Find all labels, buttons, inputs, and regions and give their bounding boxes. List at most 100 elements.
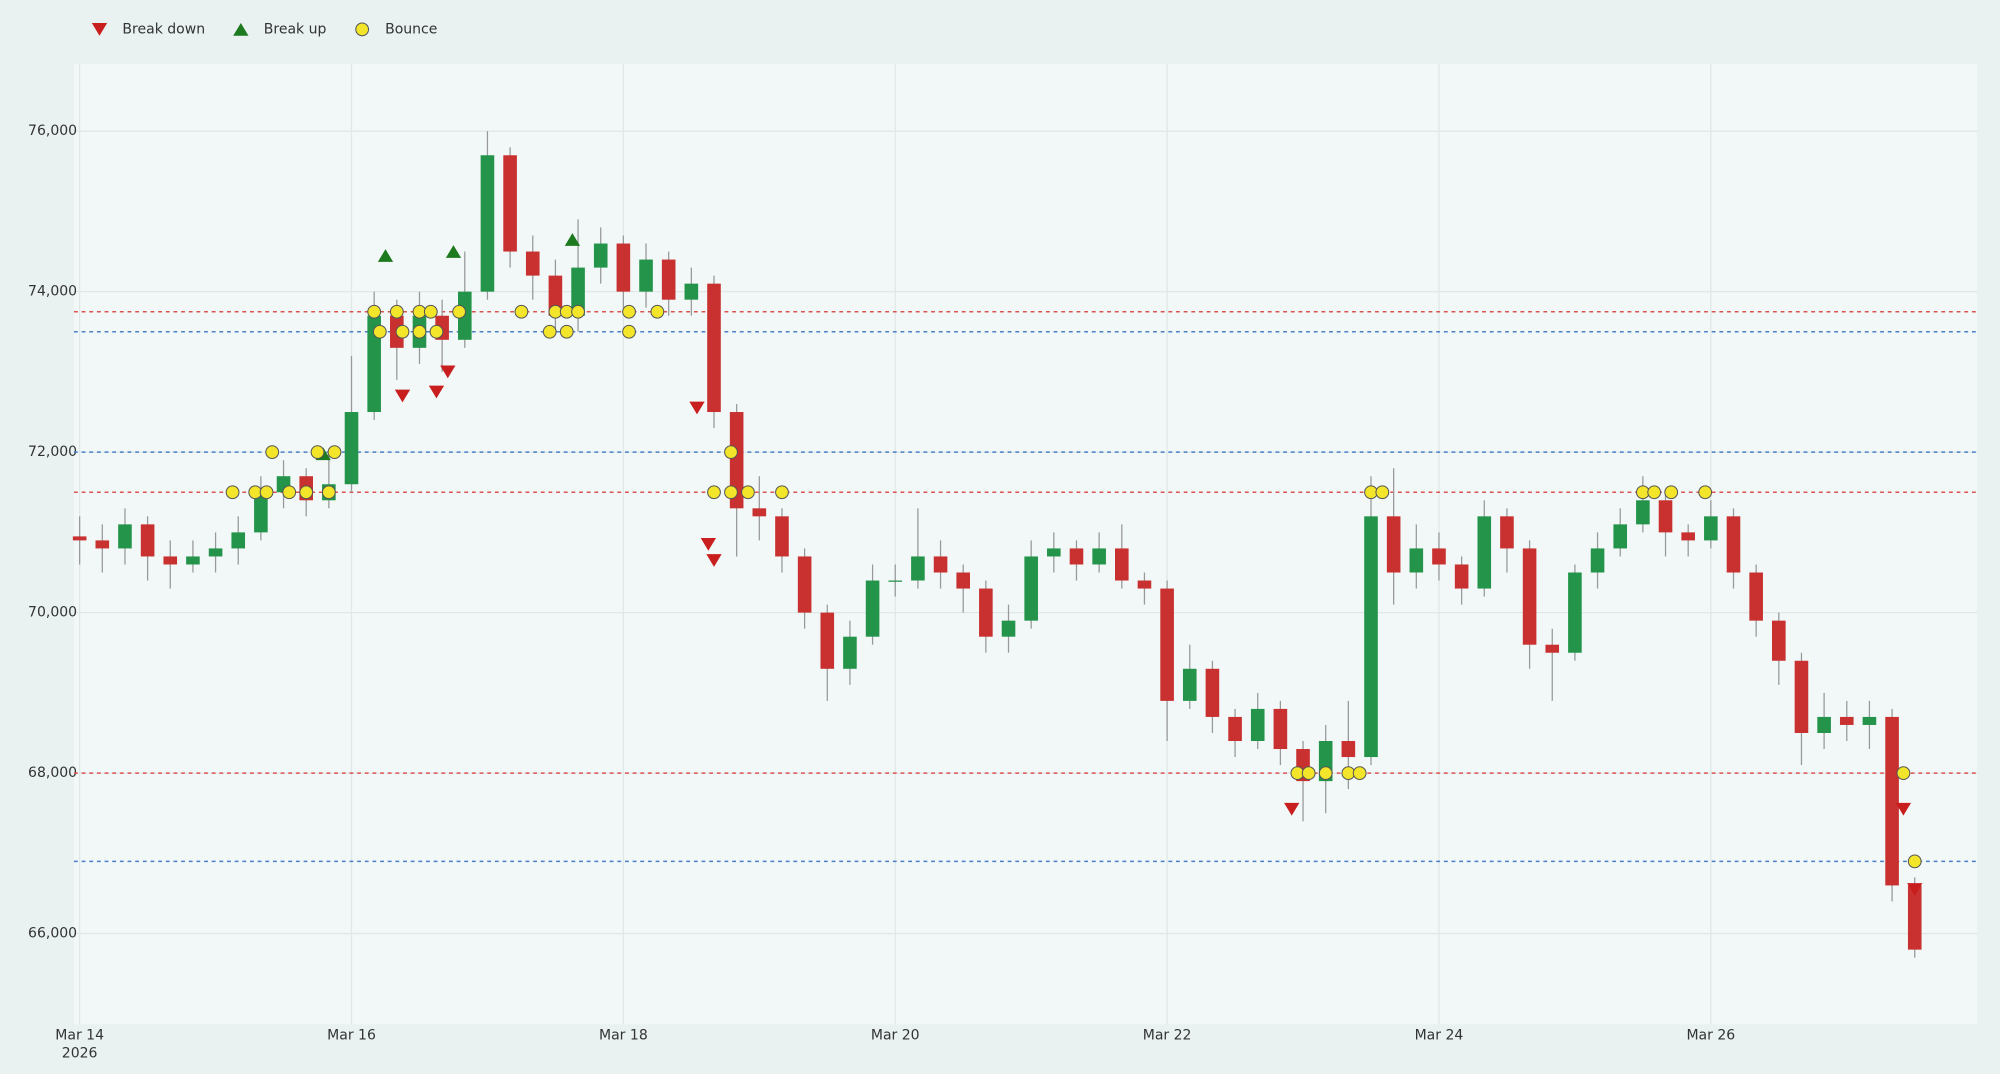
marker-bounce	[1318, 766, 1333, 780]
candle-body	[616, 243, 631, 292]
candle-body	[1817, 716, 1831, 733]
marker-bounce	[282, 485, 297, 500]
marker-bounce	[559, 324, 574, 339]
marker-break-down	[1284, 802, 1300, 816]
marker-bounce	[389, 304, 404, 319]
candle-body	[1613, 524, 1628, 549]
candle-body	[1590, 548, 1605, 573]
y-tick-label: 72,000	[28, 444, 77, 460]
candle-body	[118, 524, 132, 549]
legend: Break down Break up Bounce	[91, 21, 437, 37]
marker-break-down	[428, 385, 445, 399]
marker-bounce	[741, 485, 755, 500]
marker-bounce	[429, 324, 444, 339]
candle-body	[843, 636, 857, 669]
marker-break-down	[700, 538, 716, 551]
candle-body	[1522, 548, 1537, 645]
legend-label: Break down	[122, 21, 205, 37]
candle-body	[593, 243, 608, 268]
legend-item: Break down	[91, 21, 205, 37]
marker-bounce	[1375, 485, 1390, 500]
candle-body	[1024, 556, 1038, 621]
candle-body	[933, 556, 948, 573]
marker-bounce	[355, 22, 370, 37]
candle-body	[752, 508, 767, 517]
candle-body	[1772, 620, 1786, 661]
marker-break-up	[233, 22, 249, 36]
candle-body	[888, 580, 903, 582]
marker-bounce	[1664, 485, 1679, 500]
marker-break-up	[445, 245, 462, 258]
candle-body	[865, 580, 880, 637]
candle-body	[1432, 548, 1446, 565]
marker-break-down	[1895, 802, 1912, 816]
marker-break-up	[377, 249, 394, 262]
plot-area	[73, 63, 1978, 1025]
x-tick-label: Mar 18	[599, 1028, 648, 1044]
candle-body	[208, 548, 223, 557]
candle-body	[163, 556, 178, 565]
marker-bounce	[1647, 485, 1662, 500]
candle-body	[140, 524, 155, 557]
candle-body	[186, 556, 200, 565]
marker-break-down	[394, 389, 411, 403]
marker-bounce	[452, 304, 467, 319]
y-tick-label: 66,000	[28, 926, 77, 942]
candle-body	[457, 291, 472, 340]
candle-body	[254, 492, 268, 533]
candle-body	[1545, 644, 1560, 653]
candle-body	[1409, 548, 1424, 573]
candle-body	[775, 516, 789, 557]
marker-bounce	[327, 445, 342, 460]
candle-body	[1794, 660, 1809, 733]
candle-body	[1477, 516, 1492, 589]
marker-bounce	[724, 445, 738, 460]
candle-body	[1250, 708, 1265, 742]
candle-body	[1636, 500, 1650, 525]
candle-body	[1228, 716, 1242, 742]
marker-bounce	[1352, 766, 1367, 780]
marker-bounce	[372, 324, 387, 339]
marker-break-down	[706, 554, 722, 567]
candle-body	[1839, 716, 1854, 725]
marker-bounce	[724, 485, 738, 500]
marker-break-down	[440, 365, 456, 379]
candle-body	[1341, 741, 1356, 758]
marker-bounce	[299, 485, 314, 500]
candle-body	[1114, 548, 1129, 581]
candle-body	[231, 532, 246, 549]
y-tick-label: 68,000	[28, 765, 77, 781]
x-axis-year: 2026	[62, 1046, 98, 1062]
candle-body	[1500, 516, 1514, 549]
x-tick-label: Mar 24	[1415, 1028, 1464, 1044]
candle-body	[1092, 548, 1106, 565]
marker-break-down	[1907, 883, 1923, 896]
marker-bounce	[412, 324, 427, 339]
marker-bounce	[259, 485, 274, 500]
candle-body	[72, 536, 87, 541]
candle-body	[1205, 668, 1220, 717]
candle-body	[1658, 500, 1673, 533]
candle-body	[548, 275, 563, 316]
candle-body	[911, 556, 925, 581]
x-tick-label: Mar 26	[1686, 1028, 1735, 1044]
marker-bounce	[1896, 766, 1911, 780]
candle-body	[707, 283, 721, 413]
marker-bounce	[395, 324, 410, 339]
candle-body	[1885, 716, 1899, 886]
marker-bounce	[1301, 766, 1316, 780]
candle-body	[1160, 588, 1174, 701]
candle-body	[661, 259, 676, 300]
x-tick-label: Mar 14	[55, 1028, 104, 1044]
candle-body	[1386, 516, 1401, 573]
candle-body	[1907, 885, 1922, 950]
marker-bounce	[542, 324, 557, 339]
candle-body	[525, 251, 540, 276]
candle-body	[1454, 564, 1469, 589]
legend-label: Bounce	[385, 21, 437, 37]
marker-bounce	[225, 485, 240, 500]
marker-bounce	[650, 304, 665, 319]
candle-body	[1749, 572, 1763, 621]
